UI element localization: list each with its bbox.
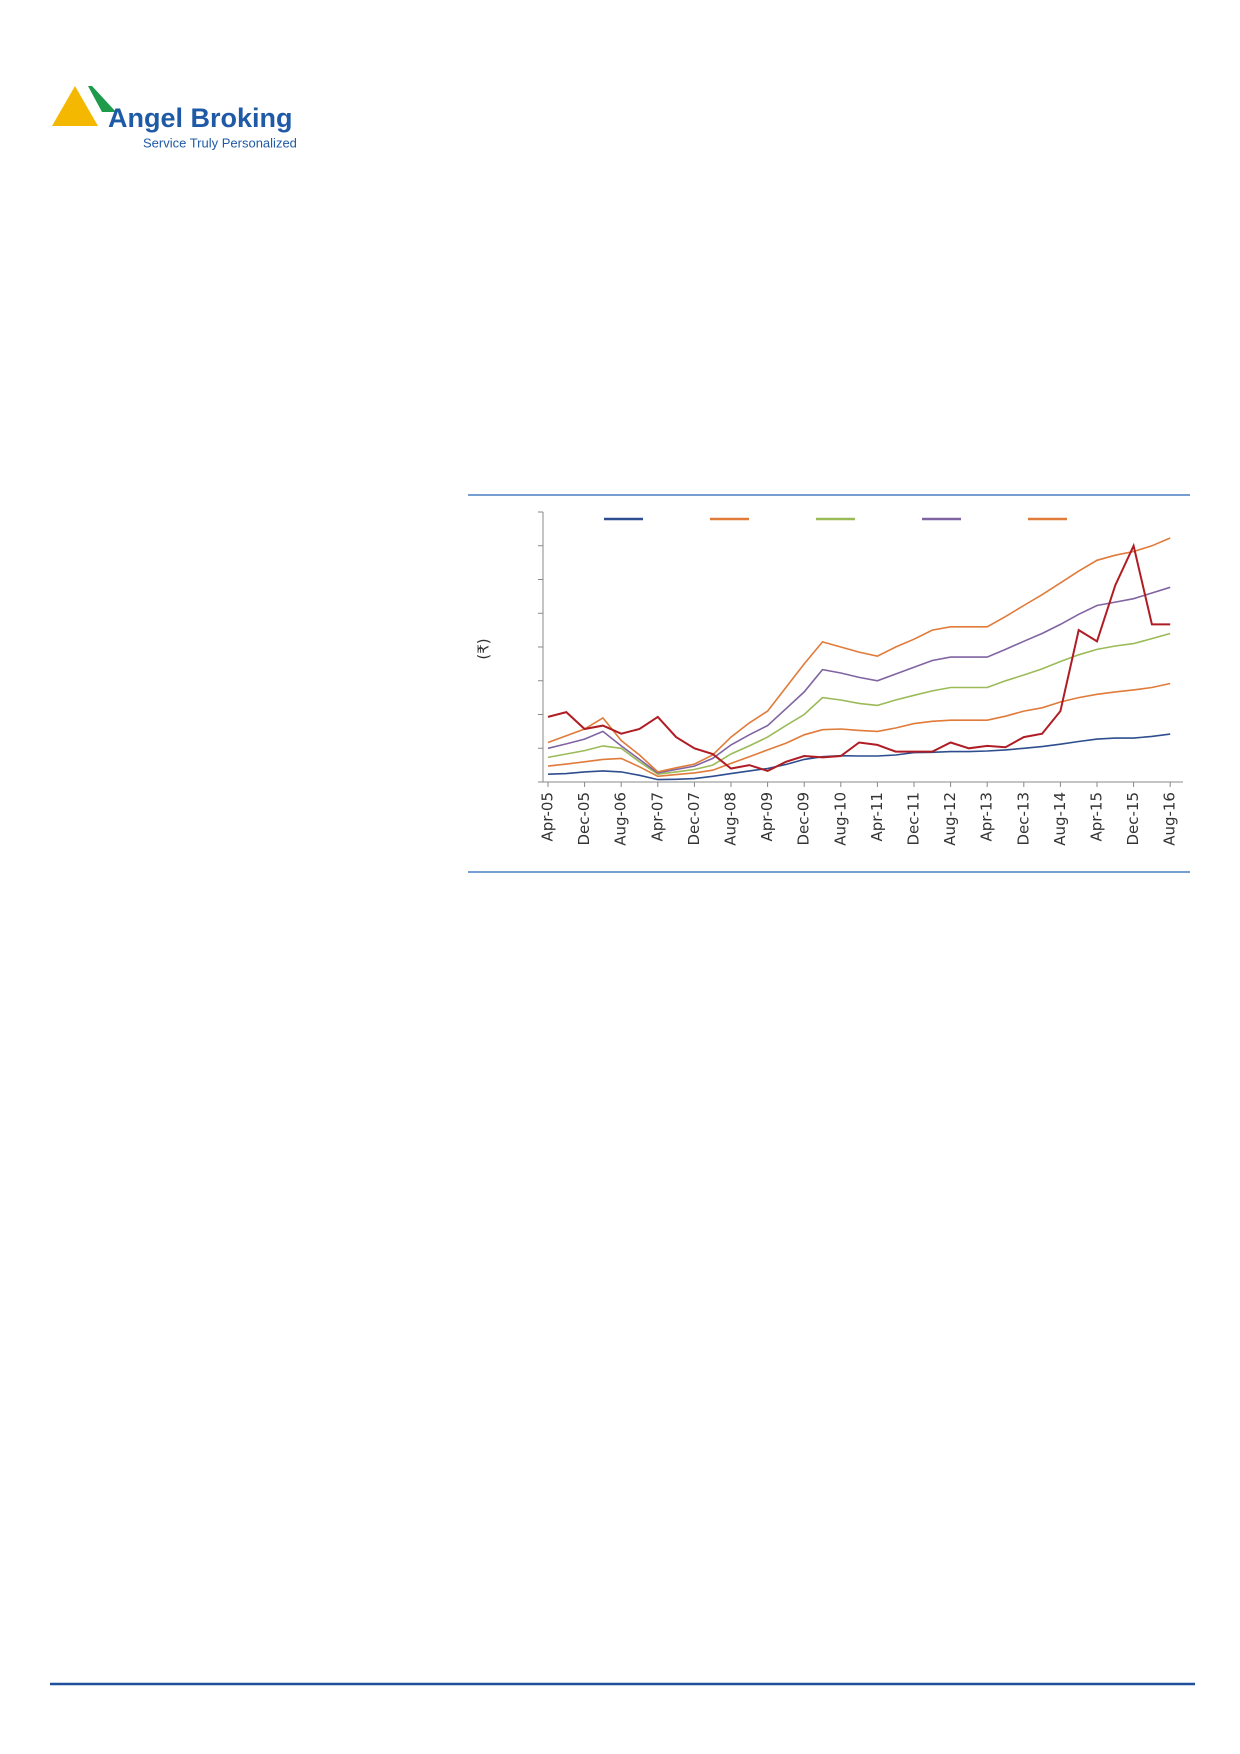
- series-line: [547, 632, 1171, 776]
- x-tick-label: Apr-11: [868, 792, 886, 842]
- series-line: [547, 682, 1171, 778]
- x-tick-label: Dec-15: [1124, 792, 1142, 846]
- x-tick-label: Apr-13: [978, 792, 996, 842]
- x-tick-label: Dec-11: [905, 792, 923, 846]
- brand-tagline: Service Truly Personalized: [143, 135, 297, 150]
- x-tick-label: Apr-15: [1088, 792, 1106, 842]
- x-tick-label: Aug-12: [941, 792, 959, 846]
- x-tick-label: Apr-07: [648, 792, 666, 842]
- logo-pyramid: [52, 86, 98, 126]
- series-line: [547, 542, 1171, 772]
- x-tick-label: Aug-10: [831, 792, 849, 846]
- x-tick-label: Aug-08: [722, 792, 740, 846]
- chart: Apr-05 Dec-05 Aug-06 Apr-07 Dec-07 Aug-08 Apr-…: [538, 511, 1183, 846]
- x-tick-label: Aug-14: [1051, 792, 1069, 846]
- x-tick-label: Aug-06: [612, 792, 630, 846]
- x-tick-label: Dec-07: [685, 792, 703, 846]
- x-tick-label: Dec-09: [795, 792, 813, 846]
- x-tick-label: Aug-16: [1161, 792, 1179, 846]
- y-axis-label: (₹): [475, 638, 493, 659]
- x-tick-label: Dec-13: [1014, 792, 1032, 846]
- series-line: [547, 537, 1171, 773]
- logo-accent: [88, 86, 116, 112]
- series-line: [547, 586, 1171, 774]
- series-line: [547, 733, 1171, 781]
- logo: Angel Broking Service Truly Personalized: [52, 86, 297, 150]
- brand-name: Angel Broking: [108, 103, 293, 133]
- x-tick-label: Dec-05: [575, 792, 593, 846]
- x-tick-label: Apr-05: [539, 792, 557, 842]
- x-tick-label: Apr-09: [758, 792, 776, 842]
